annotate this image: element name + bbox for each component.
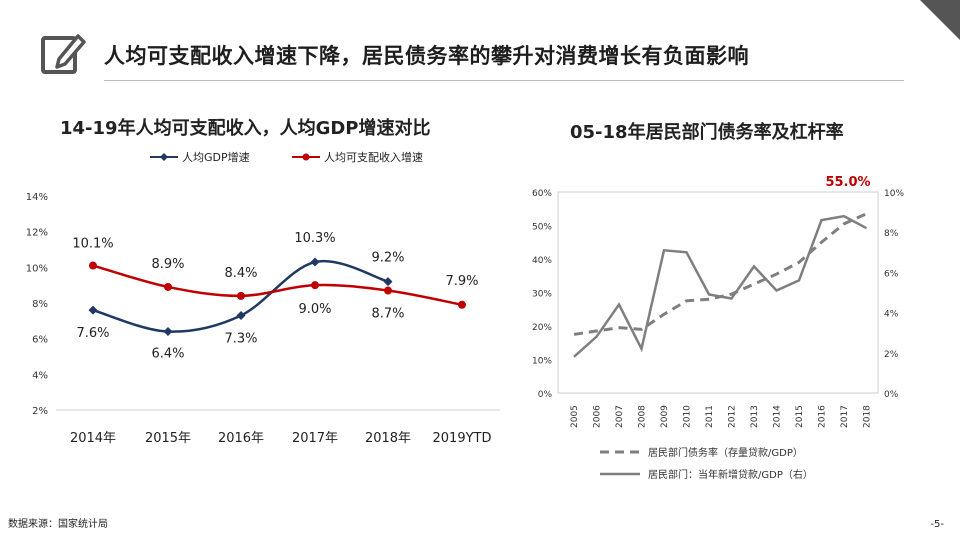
- legend-marker: [160, 153, 168, 161]
- x-tick-label: 2017: [840, 405, 850, 428]
- series-line-solid: [573, 214, 868, 358]
- y-tick-label-left: 60%: [532, 189, 552, 199]
- y-tick-label: 6%: [32, 335, 48, 346]
- x-tick-label: 2006: [593, 405, 603, 428]
- annotation-label: 55.0%: [825, 175, 870, 190]
- data-point: [236, 310, 246, 320]
- data-label: 9.0%: [298, 302, 331, 317]
- y-tick-label-right: 0%: [884, 390, 899, 400]
- x-tick-label: 2010: [683, 405, 693, 428]
- x-tick-label: 2009: [660, 405, 670, 428]
- x-tick-label: 2017年: [292, 431, 338, 446]
- x-tick-label: 2008: [638, 405, 648, 428]
- legend-label: 人均可支配收入增速: [324, 150, 423, 164]
- y-tick-label-right: 2%: [884, 350, 899, 360]
- data-source: 数据来源：国家统计局: [8, 519, 108, 530]
- data-label: 8.7%: [371, 307, 404, 322]
- x-tick-label: 2007: [615, 405, 625, 428]
- data-point: [310, 257, 320, 267]
- x-tick-label: 2011: [705, 405, 715, 428]
- y-tick-label: 2%: [32, 406, 48, 417]
- data-label: 8.9%: [151, 257, 184, 272]
- data-point: [164, 282, 172, 291]
- series-line: [92, 259, 389, 333]
- legend-marker: [302, 153, 310, 161]
- y-tick-label-right: 4%: [884, 310, 899, 320]
- y-tick-label-right: 6%: [884, 269, 899, 279]
- data-point: [237, 291, 245, 300]
- x-tick-label: 2014: [773, 405, 783, 428]
- data-label: 9.2%: [371, 251, 404, 266]
- y-tick-label: 10%: [26, 263, 48, 274]
- data-label: 6.4%: [151, 347, 184, 362]
- data-label: 7.3%: [224, 331, 257, 346]
- data-label: 10.1%: [72, 237, 113, 252]
- x-tick-label: 2018: [863, 405, 873, 428]
- series-line-dashed: [573, 212, 868, 336]
- y-tick-label: 4%: [32, 370, 48, 381]
- data-point: [311, 281, 319, 290]
- x-tick-label: 2005: [570, 405, 580, 428]
- x-tick-label: 2014年: [70, 431, 116, 446]
- data-label: 10.3%: [294, 231, 335, 246]
- data-point: [384, 286, 392, 295]
- x-tick-label: 2013: [750, 405, 760, 428]
- legend-label: 人均GDP增速: [182, 150, 250, 164]
- edit-icon: [41, 34, 86, 74]
- right-chart-title: 05-18年居民部门债务率及杠杆率: [570, 122, 844, 143]
- legend-label: 居民部门债务率（存量贷款/GDP）: [648, 446, 803, 459]
- data-point: [458, 300, 466, 309]
- page-title: 人均可支配收入增速下降，居民债务率的攀升对消费增长有负面影响: [104, 44, 749, 68]
- left-chart-title: 14-19年人均可支配收入，人均GDP增速对比: [60, 118, 431, 139]
- y-tick-label-right: 10%: [884, 189, 904, 199]
- x-tick-label: 2018年: [365, 431, 411, 446]
- data-point: [163, 327, 173, 337]
- data-point: [89, 261, 97, 270]
- data-label: 7.9%: [445, 274, 478, 289]
- y-tick-label-left: 50%: [532, 223, 552, 233]
- page-number: -5-: [930, 519, 944, 530]
- series-line: [92, 264, 463, 307]
- legend-label: 居民部门：当年新增贷款/GDP（右）: [648, 468, 813, 481]
- y-tick-label-left: 30%: [532, 290, 552, 300]
- data-label: 7.6%: [76, 326, 109, 341]
- y-tick-label: 8%: [32, 299, 48, 310]
- title-divider: [104, 80, 904, 81]
- x-tick-label: 2012: [728, 405, 738, 428]
- y-tick-label-right: 8%: [884, 229, 899, 239]
- x-tick-label: 2019YTD: [433, 431, 492, 446]
- data-label: 8.4%: [224, 266, 257, 281]
- x-tick-label: 2015年: [145, 431, 191, 446]
- y-tick-label: 14%: [26, 192, 48, 203]
- x-tick-label: 2016: [818, 405, 828, 428]
- plot-frame: [557, 191, 879, 394]
- y-tick-label: 12%: [26, 228, 48, 239]
- data-point: [88, 305, 98, 315]
- y-tick-label-left: 20%: [532, 323, 552, 333]
- data-point: [383, 277, 393, 287]
- x-tick-label: 2016年: [218, 431, 264, 446]
- corner-decoration: [920, 0, 960, 40]
- y-tick-label-left: 10%: [532, 357, 552, 367]
- x-tick-label: 2015: [795, 405, 805, 428]
- y-tick-label-left: 40%: [532, 256, 552, 266]
- y-tick-label-left: 0%: [538, 390, 553, 400]
